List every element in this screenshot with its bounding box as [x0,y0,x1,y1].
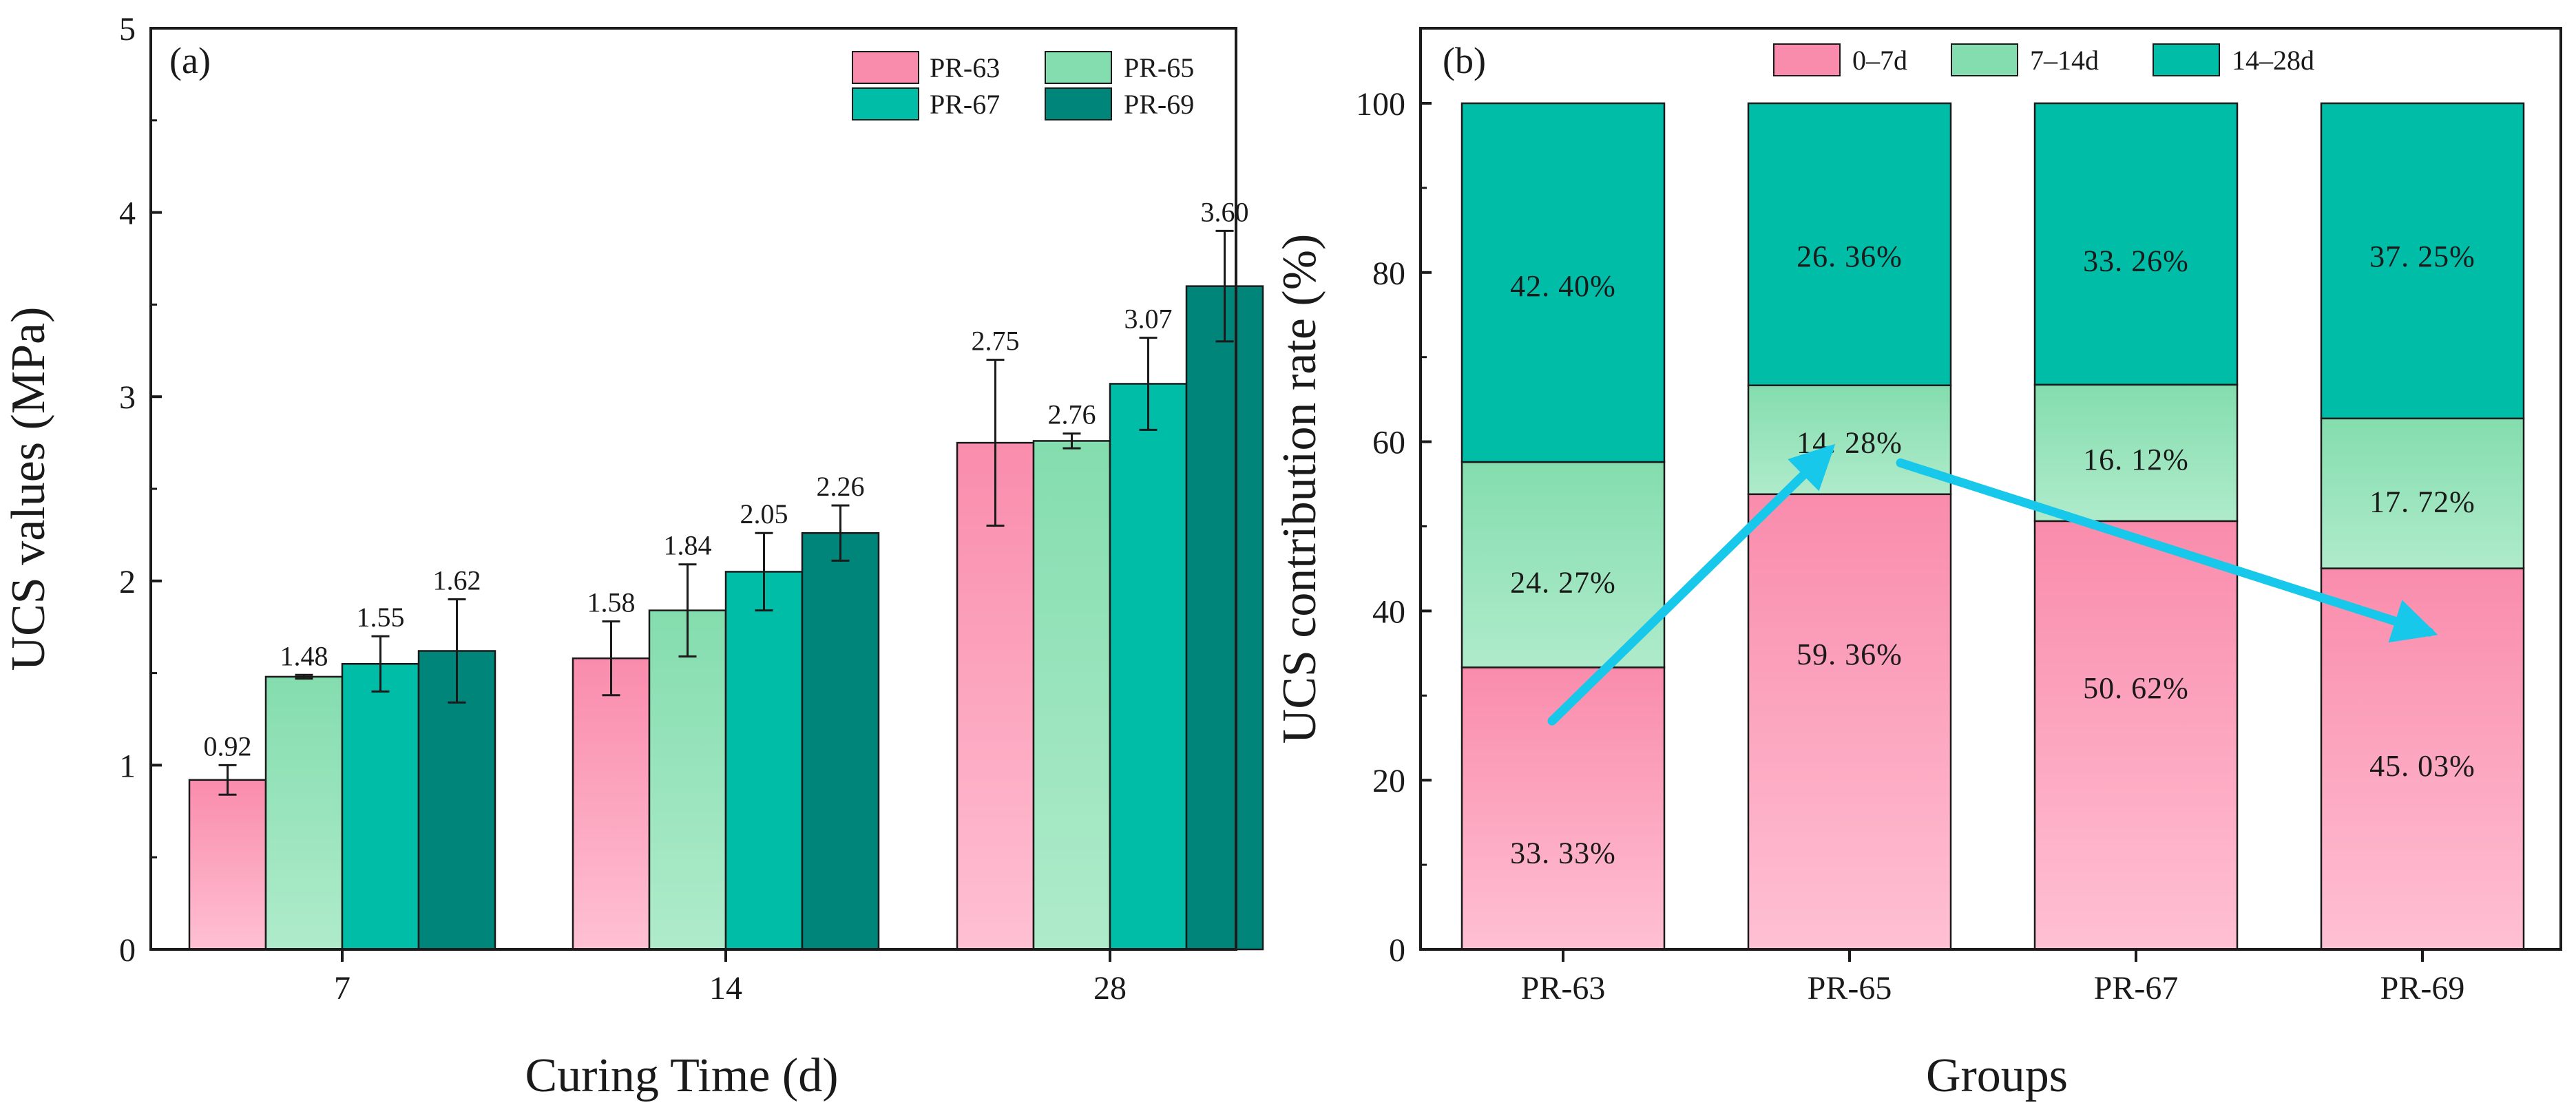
panel-a-ytick-label: 4 [119,196,136,232]
panel-b-arrows [1547,443,2438,726]
bar-value-label: 3.60 [1201,196,1249,227]
segment-label-14–28d-PR-67: 33. 26% [2083,244,2189,277]
stack-0–7d-PR-65 [1747,493,1952,951]
bar-value-label: 2.75 [972,326,1020,357]
stack-14–28d-PR-63 [1460,102,1666,463]
panel-b-xtick-label: PR-65 [1808,970,1892,1007]
legend-swatch-pr63 [852,51,919,84]
panel-a-xtick-label: 14 [709,970,742,1007]
panel-a-ytick-label: 5 [119,11,136,48]
bar-PR-65-7 [264,675,344,951]
bar-PR-67-28 [1109,383,1188,951]
legend-label-pr65: PR-65 [1124,52,1194,83]
panel-b-bars: 33. 33% 59. 36% 50. 62% 45. 03% 24. 27% 14. 2… [1460,102,2525,951]
segment-label-0–7d-PR-63: 33. 33% [1510,836,1616,870]
stack-7–14d-PR-63 [1460,461,1666,669]
panel-b-ytick-label: 60 [1372,425,1405,461]
panel-b-ylabel: UCS contribution rate (%) [1273,234,1326,744]
panel-a-label: (a) [169,40,211,81]
segment-label-7–14d-PR-65: 14. 28% [1797,426,1903,460]
panel-a-xlabel: Curing Time (d) [525,1049,838,1102]
panel-a-bars: 0.92 1.58 2.75 1.48 1.84 2.76 1.55 2.05 3.07 1.62… [188,196,1264,951]
stack-14–28d-PR-69 [2320,102,2525,420]
panel-b: 33. 33% 59. 36% 50. 62% 45. 03% 24. 27% 14. 2… [1273,27,2562,1102]
panel-a: 0.92 1.58 2.75 1.48 1.84 2.76 1.55 2.05 3.07 1.62… [2,11,1264,1102]
bar-PR-69-28 [1185,285,1264,951]
stack-7–14d-PR-67 [2033,383,2239,523]
panel-b-legend: 0–7d 7–14d 14–28d [1773,43,2314,76]
segment-label-0–7d-PR-67: 50. 62% [2083,671,2189,705]
legend-label-0-7d: 0–7d [1852,45,1907,76]
panel-a-ylabel: UCS values (MPa) [2,307,55,671]
panel-a-ytick-label: 2 [119,564,136,600]
stack-7–14d-PR-65 [1747,384,1952,496]
legend-label-pr67: PR-67 [930,89,1000,120]
bar-PR-63-14 [572,657,651,951]
panel-b-frame [1419,27,2562,951]
bar-value-label: 3.07 [1124,304,1173,335]
panel-b-ytick-label: 40 [1372,593,1405,630]
legend-swatch-7-14d [1951,43,2018,76]
bar-PR-63-7 [188,779,267,951]
bar-value-label: 1.55 [357,602,405,633]
bar-PR-65-14 [648,609,727,951]
panel-b-ytick-label: 80 [1372,255,1405,292]
segment-label-7–14d-PR-67: 16. 12% [2083,443,2189,476]
segment-label-7–14d-PR-63: 24. 27% [1510,565,1616,599]
legend-label-pr69: PR-69 [1124,89,1194,120]
legend-label-14-28d: 14–28d [2232,45,2314,76]
bar-PR-67-14 [724,571,804,951]
panel-a-ytick-label: 3 [119,379,136,416]
legend-swatch-pr65 [1045,51,1112,84]
stack-14–28d-PR-65 [1747,102,1952,386]
legend-swatch-pr67 [852,87,919,120]
bar-value-label: 2.26 [817,471,865,502]
legend-swatch-pr69 [1045,87,1112,120]
segment-label-0–7d-PR-69: 45. 03% [2369,749,2475,783]
panel-a-legend: PR-63 PR-65 PR-67 PR-69 [852,51,1194,120]
stack-0–7d-PR-67 [2033,520,2239,951]
panel-b-xtick-label: PR-67 [2094,970,2179,1007]
panel-a-ytick-label: 0 [119,932,136,969]
stack-14–28d-PR-67 [2033,102,2239,386]
bar-value-label: 1.48 [280,640,328,671]
bar-value-label: 0.92 [204,730,252,761]
panel-a-ytick-label: 1 [119,748,136,784]
bar-value-label: 2.76 [1048,399,1096,430]
segment-label-0–7d-PR-65: 59. 36% [1797,638,1903,671]
legend-label-pr63: PR-63 [930,52,1000,83]
panel-b-axes: 0 20 40 60 80 100 PR-63 PR-65 PR-67 PR-69 [1356,86,2464,1007]
legend-swatch-14-28d [2153,43,2220,76]
bar-value-label: 2.05 [740,498,788,529]
panel-a-xtick-label: 7 [334,970,350,1007]
stack-7–14d-PR-69 [2320,417,2525,569]
bar-value-label: 1.58 [587,587,636,618]
panel-a-axes: 0 1 2 3 4 5 7 14 28 [119,11,1127,1007]
panel-b-xtick-label: PR-69 [2380,970,2465,1007]
bar-value-label: 1.84 [664,530,712,561]
segment-label-14–28d-PR-69: 37. 25% [2369,240,2475,273]
panel-b-ytick-label: 20 [1372,763,1405,799]
bar-PR-65-28 [1032,440,1111,951]
trend-arrow-2 [1896,458,2438,643]
bar-PR-69-14 [801,532,880,951]
panel-b-ytick-label: 0 [1389,932,1405,969]
segment-label-7–14d-PR-69: 17. 72% [2369,485,2475,519]
panel-b-label: (b) [1443,40,1486,81]
segment-label-14–28d-PR-65: 26. 36% [1797,240,1903,273]
panel-b-xlabel: Groups [1926,1049,2068,1102]
trend-arrow-1 [1547,443,1836,726]
panel-a-xtick-label: 28 [1093,970,1127,1007]
legend-swatch-0-7d [1773,43,1841,76]
panel-b-xtick-label: PR-63 [1521,970,1606,1007]
bar-PR-67-7 [341,662,420,951]
bar-value-label: 1.62 [433,565,481,596]
legend-label-7-14d: 7–14d [2030,45,2099,76]
segment-label-14–28d-PR-63: 42. 40% [1510,269,1616,303]
panel-b-ytick-label: 100 [1356,86,1405,123]
